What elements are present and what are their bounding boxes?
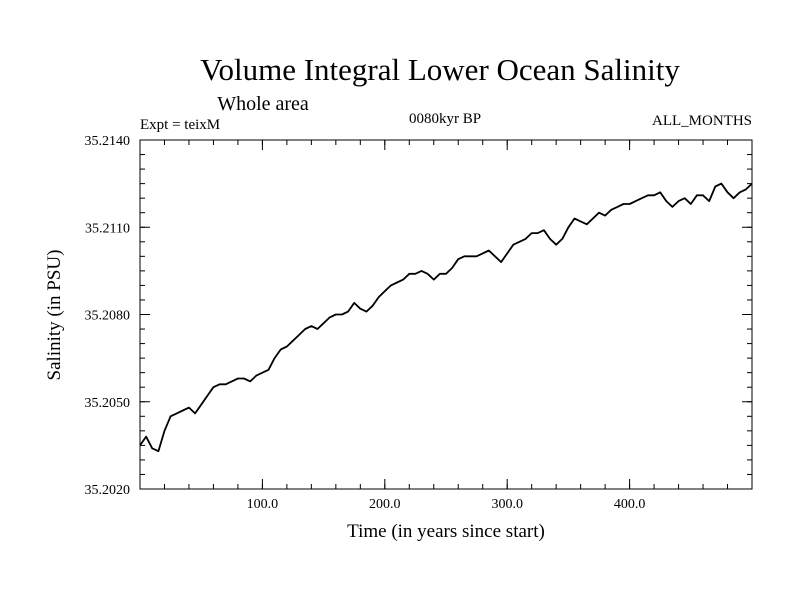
- x-axis-label: Time (in years since start): [347, 521, 545, 542]
- y-tick-label: 35.2140: [85, 134, 131, 149]
- x-tick-label: 200.0: [369, 497, 401, 512]
- y-axis-label: Salinity (in PSU): [44, 250, 65, 381]
- y-tick-label: 35.2050: [85, 396, 131, 411]
- x-tick-label: 300.0: [491, 497, 523, 512]
- x-axis-ticks: 100.0 200.0 300.0 400.0: [247, 140, 646, 512]
- period-label: 0080kyr BP: [409, 111, 481, 127]
- experiment-label: Expt = teixM: [140, 117, 220, 133]
- salinity-series-line: [139, 182, 753, 453]
- y-tick-label: 35.2110: [85, 221, 130, 236]
- y-axis-ticks: 35.2020 35.2050 35.2080 35.2110 35.2140: [85, 134, 752, 498]
- months-label: ALL_MONTHS: [652, 113, 752, 129]
- y-tick-label: 35.2020: [85, 483, 131, 498]
- x-tick-label: 100.0: [247, 497, 279, 512]
- y-minor-ticks: [140, 154, 752, 475]
- x-tick-label: 400.0: [614, 497, 646, 512]
- x-minor-ticks: [163, 140, 729, 489]
- chart-title: Volume Integral Lower Ocean Salinity: [200, 52, 680, 87]
- chart-subtitle: Whole area: [217, 93, 309, 115]
- y-tick-label: 35.2080: [85, 309, 131, 324]
